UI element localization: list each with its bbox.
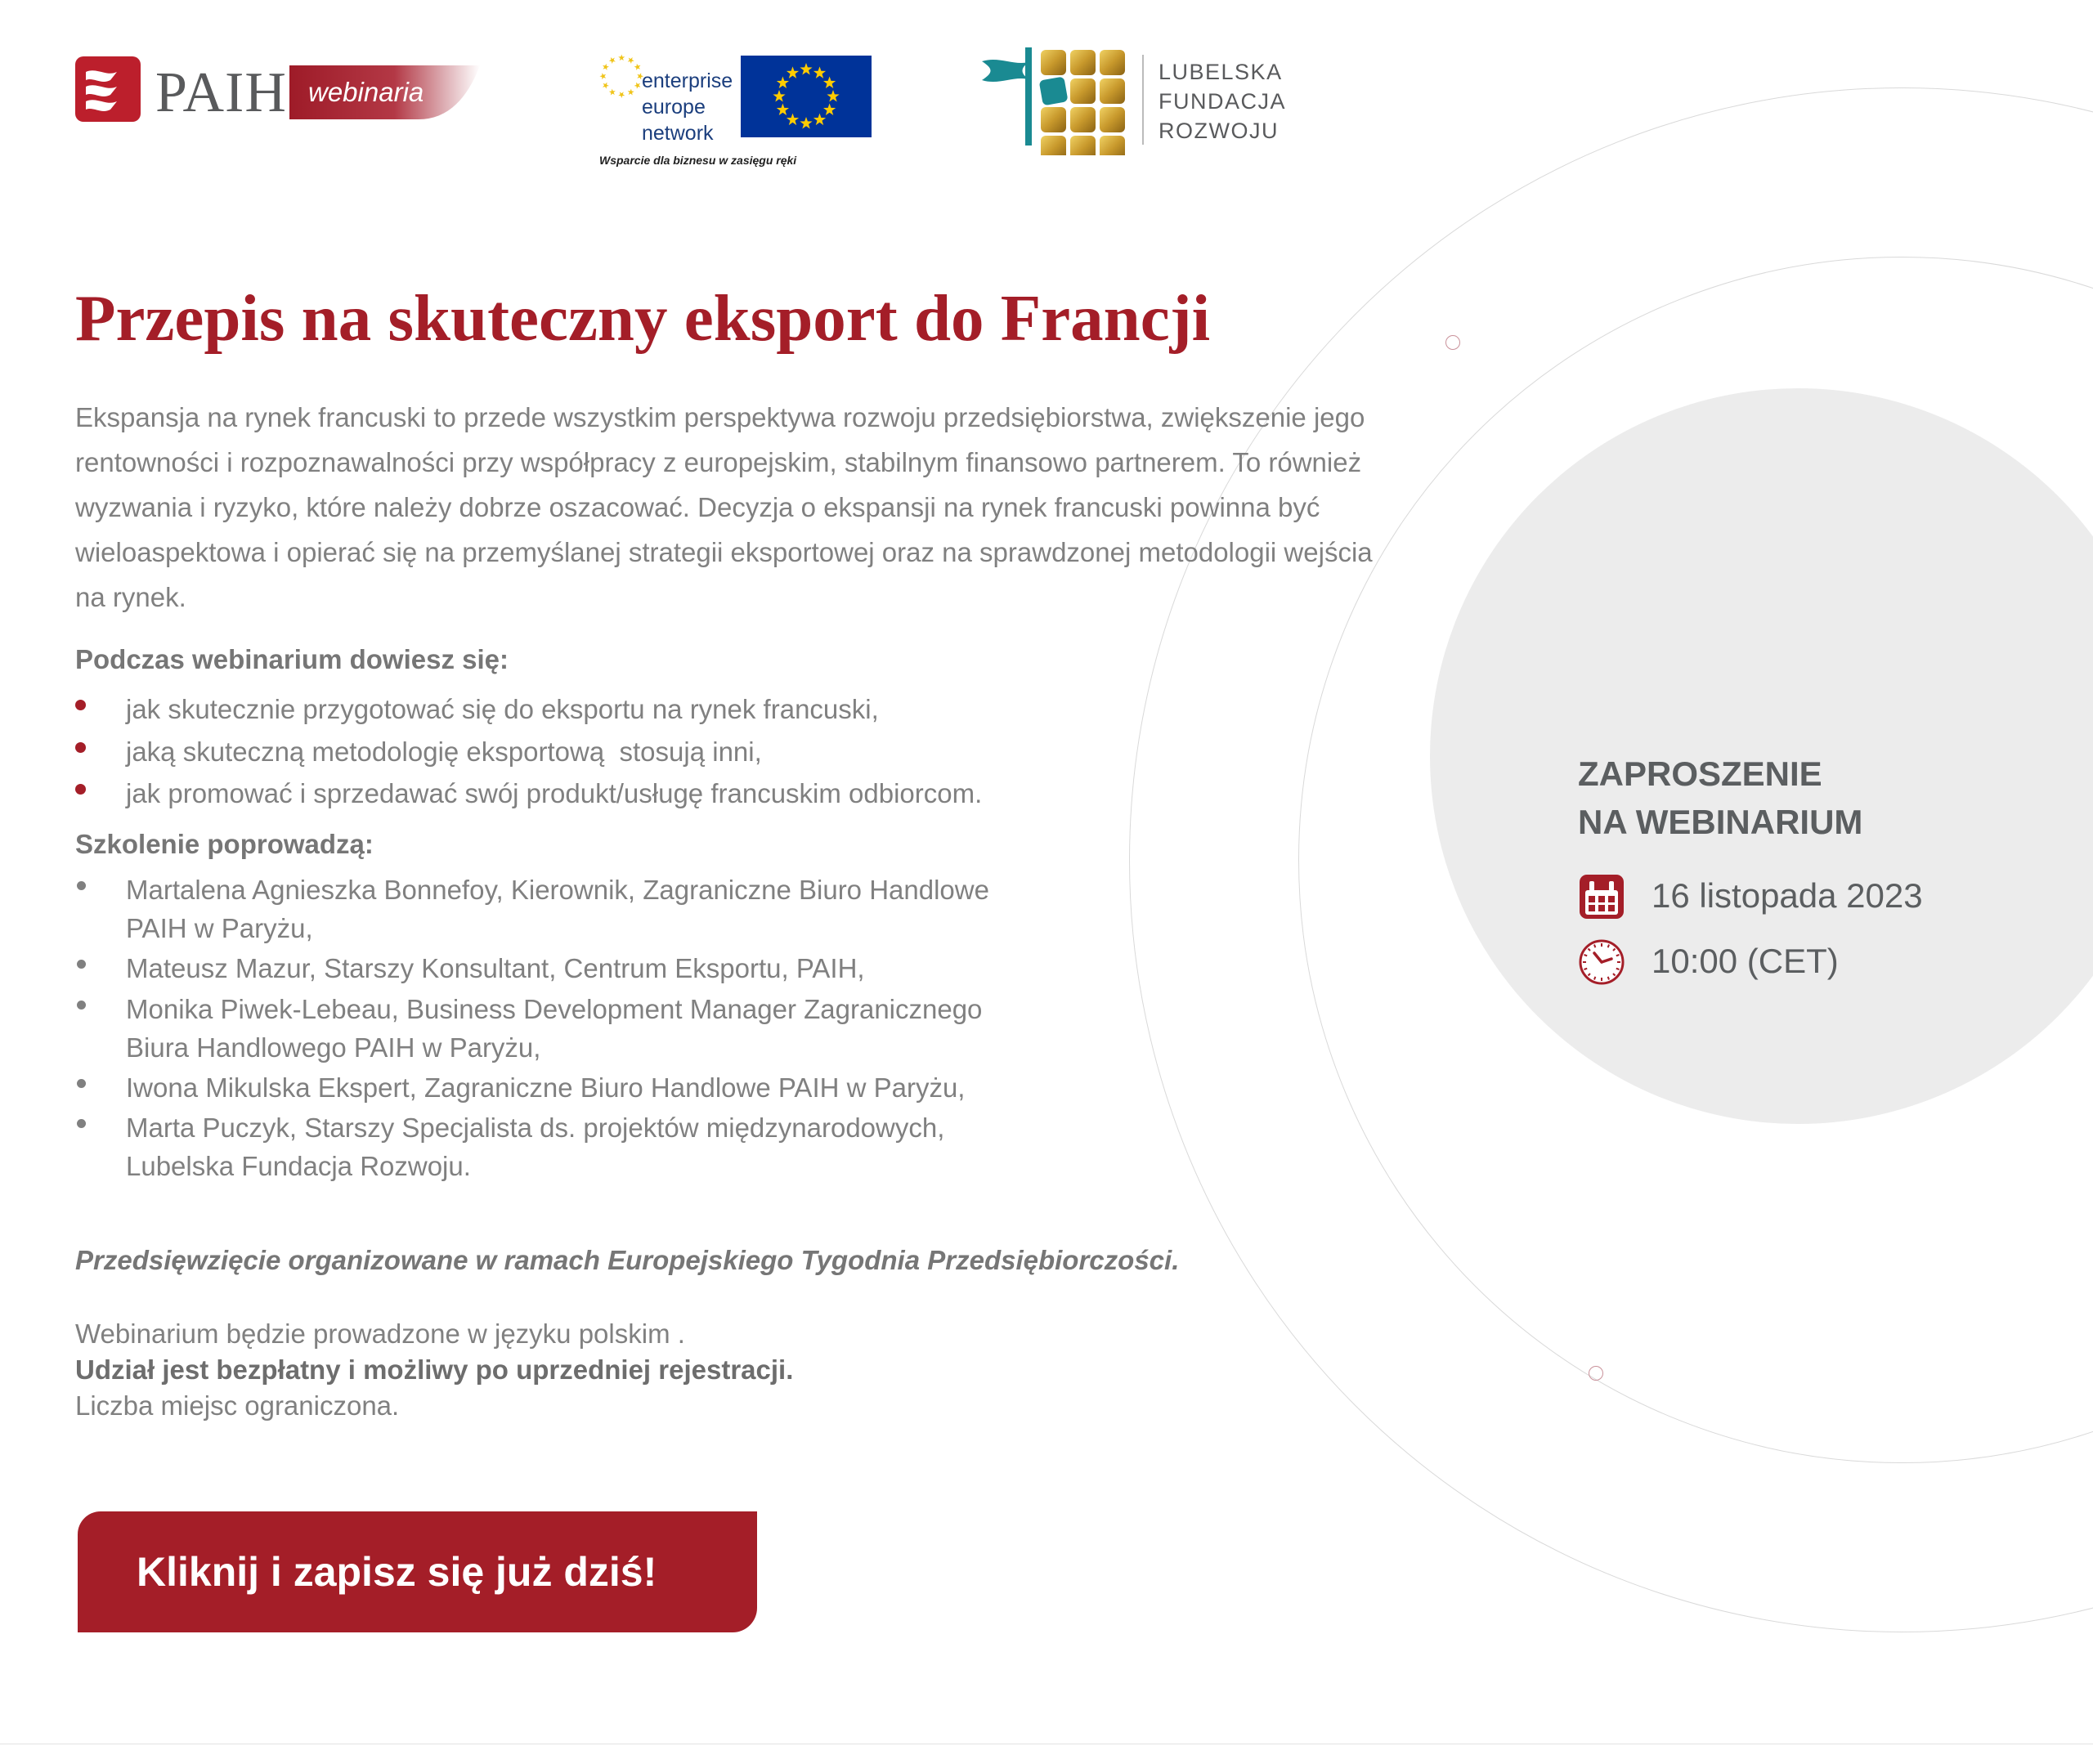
- svg-text:LUBELSKA: LUBELSKA: [1159, 60, 1283, 84]
- svg-text:enterprise: enterprise: [642, 69, 733, 92]
- svg-text:FUNDACJA: FUNDACJA: [1159, 89, 1286, 114]
- svg-text:PAIH: PAIH: [155, 61, 287, 124]
- svg-text:ROZWOJU: ROZWOJU: [1159, 119, 1279, 143]
- svg-text:webinaria: webinaria: [308, 77, 424, 107]
- svg-text:europe: europe: [642, 96, 706, 119]
- svg-text:network: network: [642, 122, 714, 145]
